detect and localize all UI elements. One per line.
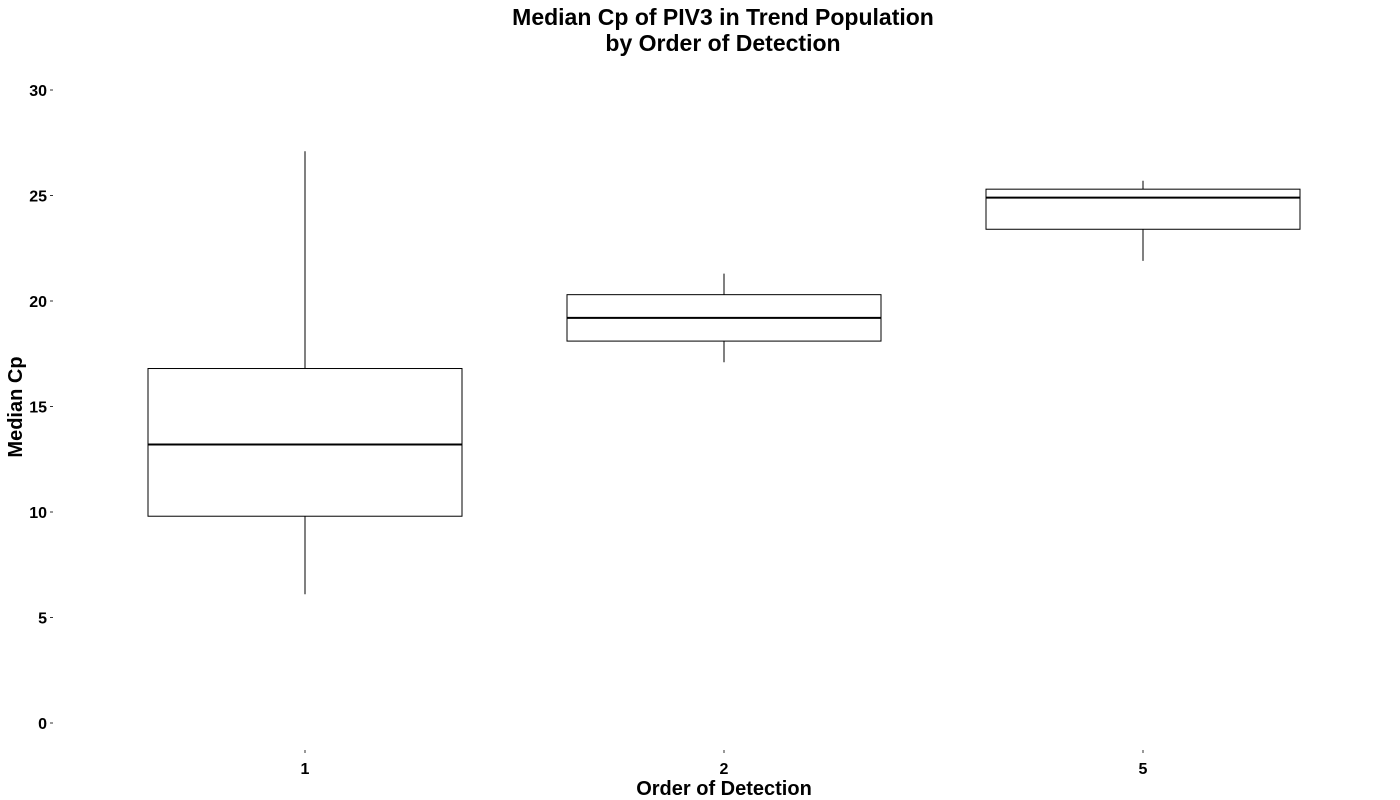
y-axis-title: Median Cp bbox=[5, 356, 27, 457]
y-tick-label: 25 bbox=[29, 189, 47, 206]
x-axis: 1 2 5 bbox=[301, 750, 1148, 778]
iqr-box bbox=[147, 368, 463, 517]
iqr-box bbox=[985, 188, 1301, 230]
x-tick-label: 5 bbox=[1139, 761, 1148, 778]
box-5 bbox=[985, 180, 1301, 261]
y-tick-label: 10 bbox=[29, 505, 47, 522]
x-tick-label: 1 bbox=[301, 761, 310, 778]
y-tick-label: 5 bbox=[38, 611, 47, 628]
y-tick-label: 30 bbox=[29, 83, 47, 100]
y-tick-label: 15 bbox=[29, 400, 47, 417]
boxes-group bbox=[147, 151, 1301, 595]
chart-title-line-2: by Order of Detection bbox=[605, 30, 841, 56]
y-axis: 0 5 10 15 20 25 30 bbox=[29, 83, 53, 733]
x-axis-title: Order of Detection bbox=[636, 778, 812, 800]
chart-title-line-1: Median Cp of PIV3 in Trend Population bbox=[512, 4, 934, 30]
box-1 bbox=[147, 151, 463, 595]
y-tick-label: 20 bbox=[29, 294, 47, 311]
x-tick-label: 2 bbox=[720, 761, 729, 778]
chart-title: Median Cp of PIV3 in Trend Population by… bbox=[0, 4, 1400, 56]
y-tick-label: 0 bbox=[38, 716, 47, 733]
box-2 bbox=[566, 273, 882, 363]
